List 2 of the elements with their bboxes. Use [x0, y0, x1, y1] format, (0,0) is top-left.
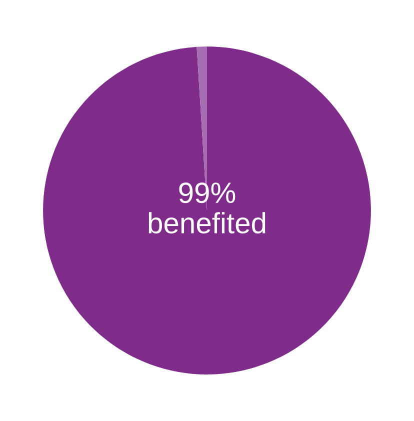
data-label: 99%: [179, 182, 236, 204]
slice-label: benefited: [148, 212, 266, 234]
